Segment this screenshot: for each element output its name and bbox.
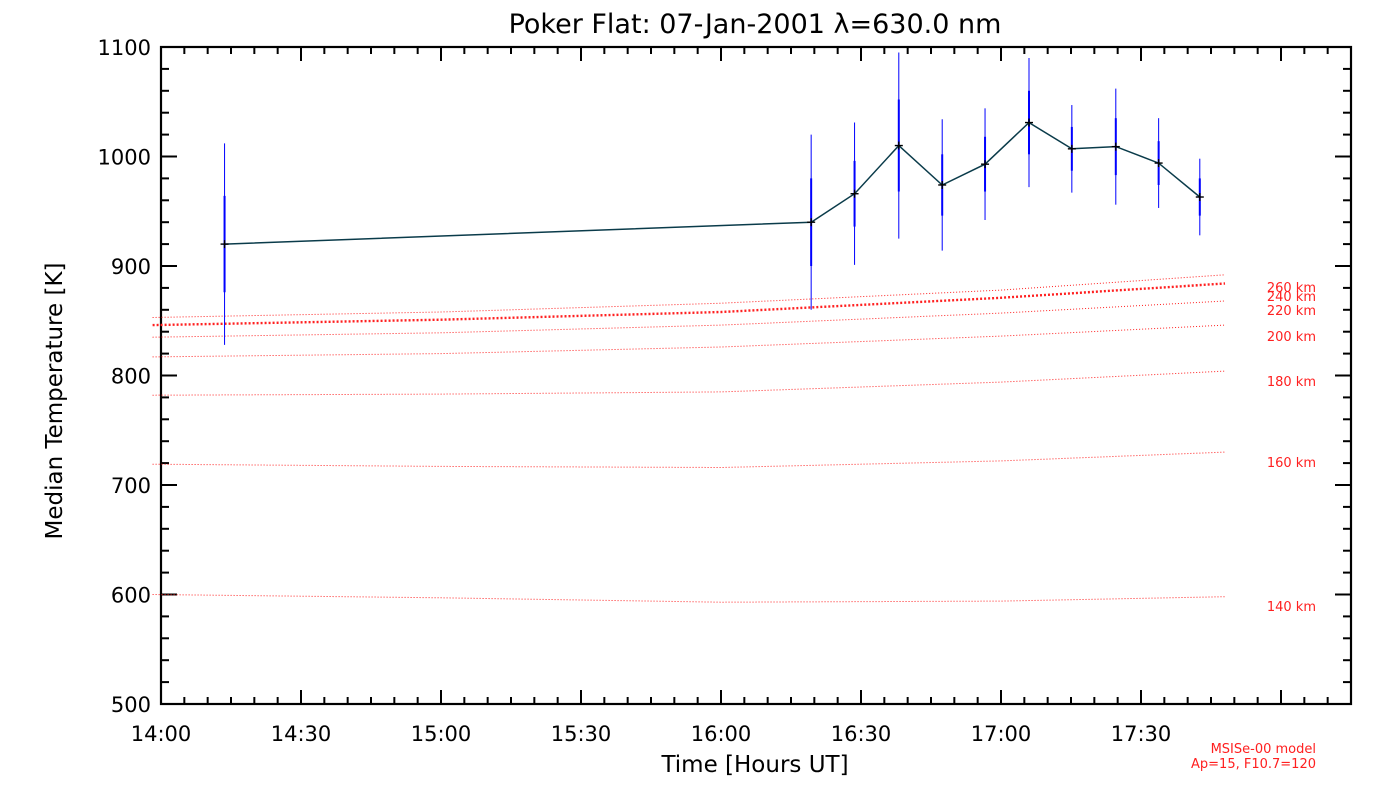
data-point: [1195, 193, 1204, 202]
data-point: [1025, 118, 1033, 127]
plot-frame: [159, 45, 1353, 706]
model-curve-160-km: [152, 451, 1226, 469]
model-curve-140-km: [152, 594, 1226, 603]
x-axis-label: Time [Hours UT]: [660, 752, 848, 778]
y-tick-label: 1100: [98, 36, 151, 60]
model-note-line-2: Ap=15, F10.7=120: [1191, 757, 1316, 772]
plot-area: 14:00 14:30 15:00 15:30 16:00 16:30 17:00 17:30…: [98, 36, 1353, 746]
x-tick-label: 14:00: [131, 722, 192, 746]
model-curve-label: 220 km: [1267, 304, 1316, 319]
model-curve-label: 240 km: [1267, 290, 1316, 305]
model-note-line-1: MSISe-00 model: [1211, 742, 1316, 757]
model-curve-180-km: [152, 370, 1226, 396]
model-note: MSISe-00 model Ap=15, F10.7=120: [1191, 742, 1316, 772]
data-point: [938, 180, 947, 189]
y-axis-label: Median Temperature [K]: [42, 263, 68, 540]
model-curve-label: 260 km: [1267, 281, 1316, 296]
chart-title: Poker Flat: 07-Jan-2001 λ=630.0 nm: [509, 9, 1002, 40]
y-tick-label: 1000: [98, 146, 151, 170]
x-tick-label: 17:00: [971, 722, 1032, 746]
y-tick-label: 600: [111, 584, 151, 608]
model-curve-260-km: [152, 274, 1226, 318]
model-curve-label: 160 km: [1267, 456, 1316, 471]
data-point: [894, 141, 903, 150]
x-tick-label: 15:30: [551, 722, 612, 746]
data-point: [220, 240, 229, 249]
data-point: [807, 218, 816, 227]
model-curve-200-km: [152, 324, 1226, 358]
x-tick-label: 14:30: [271, 722, 332, 746]
x-tick-label: 17:30: [1111, 722, 1172, 746]
y-tick-label: 900: [111, 255, 151, 279]
data-point: [850, 189, 859, 198]
model-curve-label: 200 km: [1267, 330, 1316, 345]
x-tick-label: 16:00: [691, 722, 752, 746]
y-tick-label: 800: [111, 365, 151, 389]
model-curve-label: 180 km: [1267, 375, 1316, 390]
x-tick-label: 16:30: [831, 722, 892, 746]
y-tick-label: 700: [111, 474, 151, 498]
data-point: [1154, 159, 1163, 168]
data-point: [1067, 144, 1076, 153]
model-curve-220-km: [152, 300, 1226, 338]
model-curve-240-km: [152, 282, 1226, 327]
data-point: [981, 160, 990, 169]
x-tick-label: 15:00: [411, 722, 472, 746]
y-tick-label: 500: [111, 693, 151, 717]
y-axis-label-group: Median Temperature [K]: [42, 263, 68, 540]
data-point: [1111, 142, 1120, 151]
data-line: [224, 121, 1201, 245]
model-curve-label: 140 km: [1267, 600, 1316, 615]
